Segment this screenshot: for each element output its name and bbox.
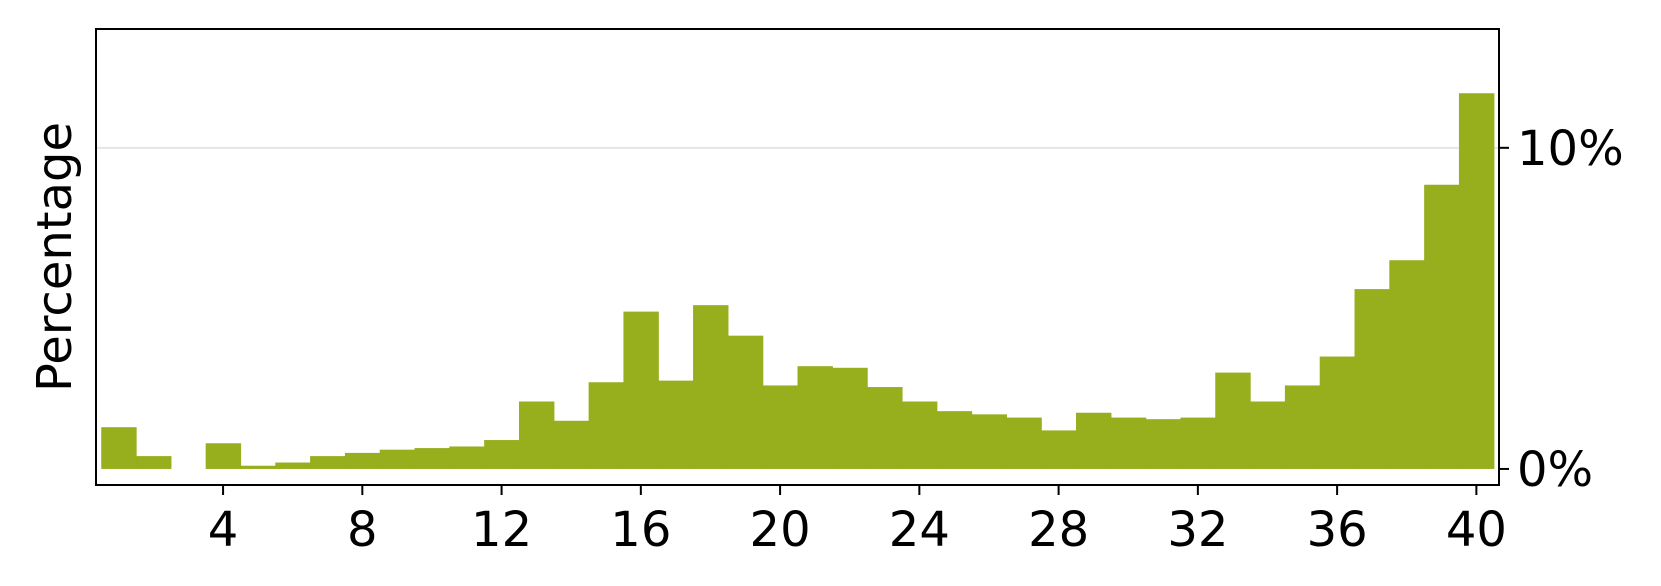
histogram-bar <box>727 335 764 469</box>
histogram-bar <box>101 427 137 469</box>
x-tick-label: 36 <box>1307 502 1368 558</box>
y-axis-title: Percentage <box>27 122 83 392</box>
histogram-bar <box>1145 419 1182 469</box>
histogram-bar <box>553 420 590 469</box>
histogram-bar <box>1458 93 1495 469</box>
x-tick-label: 40 <box>1446 502 1507 558</box>
y-tick-label: 0% <box>1517 442 1593 498</box>
histogram-bar <box>344 452 381 469</box>
plot-frame <box>95 28 1500 486</box>
y-axis-ticks: 0% 10% <box>1499 121 1624 498</box>
histogram-bar <box>1250 401 1286 469</box>
histogram-bar <box>484 440 520 469</box>
histogram-bar <box>136 456 172 469</box>
histogram-bar <box>1424 184 1460 469</box>
histogram-bar <box>240 465 276 469</box>
histogram-bar <box>832 367 868 469</box>
histogram-bar <box>693 305 729 469</box>
x-tick-label: 8 <box>347 502 378 558</box>
histogram-bar <box>518 401 555 469</box>
histogram-bar <box>971 414 1007 469</box>
histogram-bar <box>310 456 346 469</box>
x-tick-label: 20 <box>750 502 811 558</box>
y-tick-label: 10% <box>1517 121 1624 177</box>
x-tick-label: 28 <box>1028 502 1089 558</box>
histogram-bar <box>379 449 416 469</box>
histogram-bar <box>275 462 311 469</box>
histogram-bar <box>1354 289 1390 469</box>
x-tick-label: 16 <box>610 502 671 558</box>
x-axis-ticks: 4 8 12 16 20 24 28 32 36 40 <box>208 485 1507 558</box>
histogram-bar <box>205 443 242 469</box>
histogram-bar <box>1284 385 1321 469</box>
histogram-bar <box>1215 372 1251 469</box>
histogram-bar <box>1006 417 1042 469</box>
x-tick-label: 4 <box>208 502 239 558</box>
histogram-bar <box>762 385 799 469</box>
histogram-bar <box>658 380 694 469</box>
histogram-bar <box>901 401 938 469</box>
histogram-bar <box>1076 412 1112 469</box>
histogram-bar <box>1180 417 1216 469</box>
histogram-bar <box>936 411 973 469</box>
x-tick-label: 32 <box>1167 502 1228 558</box>
histogram-bar <box>414 448 450 469</box>
bars-layer <box>101 93 1495 469</box>
histogram-bar <box>1041 430 1077 469</box>
histogram-bar <box>449 446 485 469</box>
histogram-bar <box>1389 260 1425 469</box>
x-tick-label: 12 <box>471 502 532 558</box>
histogram-bar <box>623 311 659 469</box>
histogram-bar <box>1319 356 1356 469</box>
histogram-bar <box>867 387 903 469</box>
histogram-bar <box>797 366 833 469</box>
histogram-bar <box>1110 417 1147 469</box>
histogram-bar <box>588 382 625 469</box>
x-tick-label: 24 <box>889 502 950 558</box>
